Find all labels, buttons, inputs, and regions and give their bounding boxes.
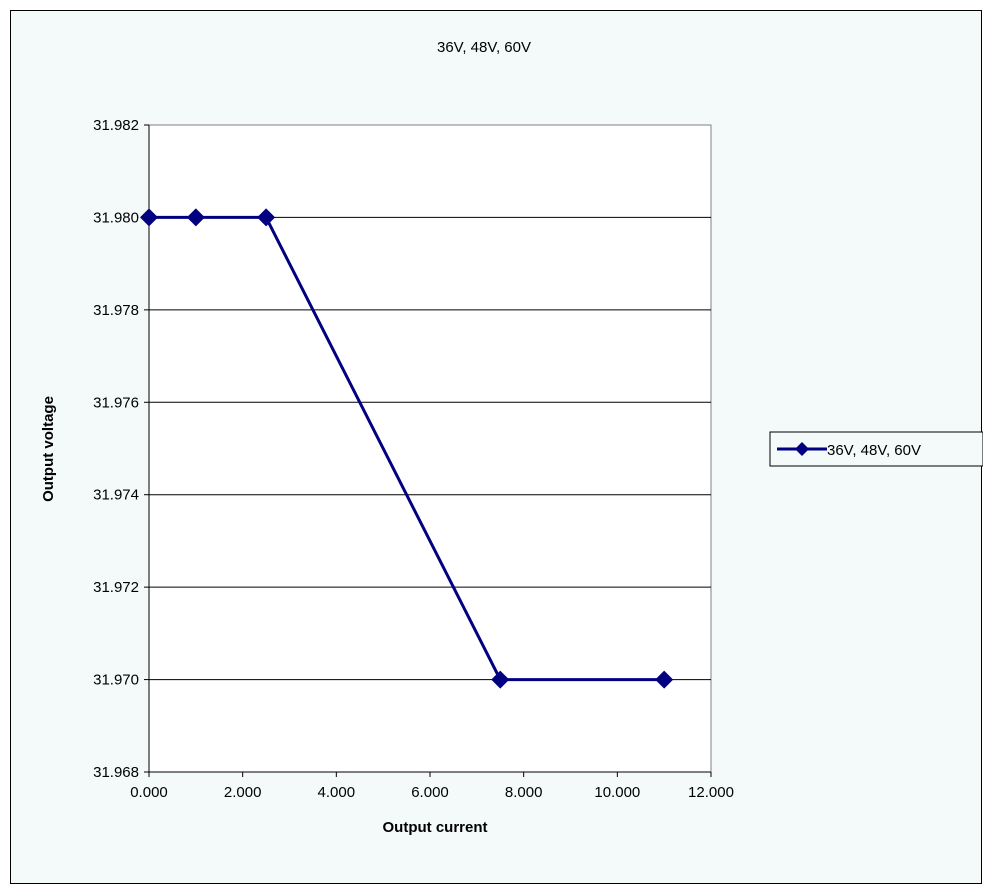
x-tick-label: 2.000 bbox=[224, 784, 262, 801]
data-point bbox=[655, 670, 674, 689]
y-tick-label: 31.972 bbox=[93, 579, 139, 596]
y-tick-label: 31.980 bbox=[93, 209, 139, 226]
chart-area: 36V, 48V, 60V 31.968 31.970 31.972 31.974 31… bbox=[10, 10, 983, 884]
data-point bbox=[257, 208, 276, 227]
data-point bbox=[186, 208, 205, 227]
x-tick-label: 4.000 bbox=[318, 784, 356, 801]
x-tick-label: 0.000 bbox=[130, 784, 168, 801]
y-tick-label: 31.974 bbox=[93, 487, 139, 504]
y-tick-label: 31.978 bbox=[93, 302, 139, 319]
y-tick-label: 31.970 bbox=[93, 672, 139, 689]
x-axis-title: Output current bbox=[383, 819, 488, 836]
plot-area bbox=[148, 124, 712, 773]
data-point bbox=[491, 670, 510, 689]
legend-series-marker bbox=[795, 442, 809, 456]
x-tick-label: 10.000 bbox=[594, 784, 640, 801]
series-group bbox=[140, 208, 674, 689]
y-axis-title: Output voltage bbox=[40, 396, 57, 502]
legend: 36V, 48V, 60V bbox=[769, 431, 983, 467]
x-tick-label: 12.000 bbox=[688, 784, 734, 801]
y-tick-label: 31.976 bbox=[93, 394, 139, 411]
y-tick-label: 31.968 bbox=[93, 764, 139, 781]
chart-svg: 36V, 48V, 60V 31.96831.97031.97231.97431… bbox=[40, 39, 983, 836]
legend-series-label: 36V, 48V, 60V bbox=[827, 442, 921, 459]
x-tick-label: 8.000 bbox=[505, 784, 543, 801]
y-tick-label: 31.982 bbox=[93, 117, 139, 134]
x-tick-label: 6.000 bbox=[411, 784, 449, 801]
chart-title: 36V, 48V, 60V bbox=[437, 39, 531, 56]
y-ticks: 31.968 31.970 31.972 31.974 31.976 31.978 31.9… bbox=[93, 117, 149, 781]
data-point bbox=[140, 208, 158, 227]
x-ticks: 0.000 2.000 4.000 6.000 8.000 10.000 12.000 bbox=[130, 772, 734, 801]
